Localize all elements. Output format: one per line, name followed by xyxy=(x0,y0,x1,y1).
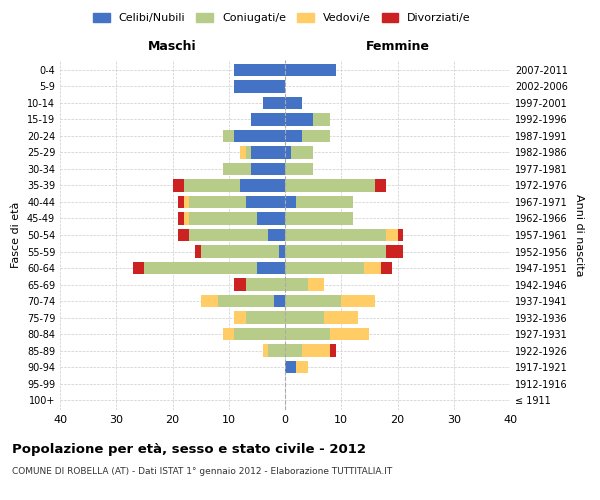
Bar xyxy=(178,229,190,241)
Bar xyxy=(251,163,285,175)
Bar xyxy=(200,246,280,258)
Bar xyxy=(178,196,184,208)
Bar xyxy=(245,312,285,324)
Bar xyxy=(145,262,257,274)
Bar xyxy=(200,295,218,307)
Bar xyxy=(302,130,330,142)
Bar xyxy=(263,96,285,109)
Bar xyxy=(268,344,285,357)
Bar xyxy=(184,196,190,208)
Bar xyxy=(190,196,245,208)
Bar xyxy=(285,344,302,357)
Text: COMUNE DI ROBELLA (AT) - Dati ISTAT 1° gennaio 2012 - Elaborazione TUTTITALIA.IT: COMUNE DI ROBELLA (AT) - Dati ISTAT 1° g… xyxy=(12,468,392,476)
Bar xyxy=(251,113,285,126)
Bar xyxy=(251,146,285,158)
Bar xyxy=(245,146,251,158)
Bar xyxy=(263,344,268,357)
Bar xyxy=(218,295,274,307)
Text: Femmine: Femmine xyxy=(365,40,430,53)
Bar xyxy=(245,278,285,290)
Bar xyxy=(280,246,285,258)
Bar xyxy=(296,361,308,374)
Bar xyxy=(274,295,285,307)
Bar xyxy=(235,130,285,142)
Bar xyxy=(296,196,353,208)
Bar xyxy=(133,262,145,274)
Y-axis label: Fasce di età: Fasce di età xyxy=(11,202,21,268)
Bar xyxy=(257,262,285,274)
Bar xyxy=(178,212,184,224)
Bar xyxy=(285,96,302,109)
Text: Popolazione per età, sesso e stato civile - 2012: Popolazione per età, sesso e stato civil… xyxy=(12,442,366,456)
Bar xyxy=(268,229,285,241)
Bar xyxy=(285,295,341,307)
Bar xyxy=(240,180,285,192)
Bar xyxy=(190,212,257,224)
Bar xyxy=(330,344,335,357)
Bar xyxy=(235,80,285,92)
Bar xyxy=(285,312,325,324)
Bar xyxy=(285,180,375,192)
Bar xyxy=(223,130,235,142)
Bar xyxy=(285,328,330,340)
Bar xyxy=(285,229,386,241)
Bar xyxy=(308,278,325,290)
Bar xyxy=(302,344,330,357)
Bar xyxy=(184,180,240,192)
Bar xyxy=(386,246,403,258)
Bar xyxy=(330,328,370,340)
Bar xyxy=(285,163,313,175)
Bar xyxy=(285,146,290,158)
Bar xyxy=(235,278,245,290)
Bar xyxy=(235,312,245,324)
Y-axis label: Anni di nascita: Anni di nascita xyxy=(574,194,584,276)
Bar xyxy=(325,312,358,324)
Bar xyxy=(223,328,235,340)
Text: Maschi: Maschi xyxy=(148,40,197,53)
Bar xyxy=(285,113,313,126)
Bar xyxy=(235,328,285,340)
Bar xyxy=(285,262,364,274)
Bar xyxy=(240,146,245,158)
Bar xyxy=(398,229,403,241)
Bar xyxy=(285,212,353,224)
Bar xyxy=(184,212,190,224)
Bar xyxy=(364,262,380,274)
Bar xyxy=(257,212,285,224)
Bar xyxy=(173,180,184,192)
Legend: Celibi/Nubili, Coniugati/e, Vedovi/e, Divorziati/e: Celibi/Nubili, Coniugati/e, Vedovi/e, Di… xyxy=(89,8,475,28)
Bar xyxy=(245,196,285,208)
Bar xyxy=(313,113,330,126)
Bar xyxy=(195,246,200,258)
Bar xyxy=(375,180,386,192)
Bar xyxy=(285,278,308,290)
Bar xyxy=(190,229,268,241)
Bar xyxy=(235,64,285,76)
Bar xyxy=(285,64,335,76)
Bar xyxy=(386,229,398,241)
Bar xyxy=(285,130,302,142)
Bar xyxy=(223,163,251,175)
Bar xyxy=(285,246,386,258)
Bar xyxy=(341,295,375,307)
Bar xyxy=(285,361,296,374)
Bar xyxy=(285,196,296,208)
Bar xyxy=(290,146,313,158)
Bar xyxy=(380,262,392,274)
